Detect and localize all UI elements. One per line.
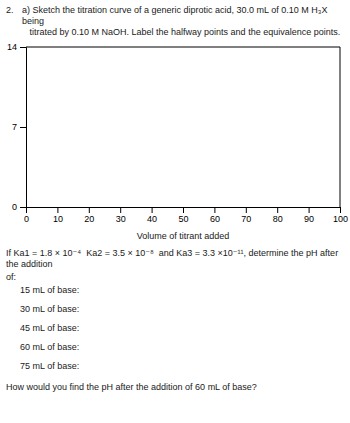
question-line: 45 mL of base: <box>20 323 79 333</box>
x-axis-tick: 90 <box>304 207 314 224</box>
y-axis: 0 7 14 <box>7 42 27 212</box>
question-line: 75 mL of base: <box>20 361 79 371</box>
x-axis-tick-mark <box>340 207 341 213</box>
x-axis-tick-label: 0 <box>24 214 29 224</box>
x-axis-tick-label: 20 <box>84 214 94 224</box>
x-axis-tick-label: 70 <box>241 214 251 224</box>
title-line: titrated by 0.10 M NaOH. Label the halfw… <box>22 27 340 37</box>
title-number: 2. <box>6 5 14 15</box>
y-axis-tick: 0 <box>12 202 26 212</box>
y-axis-tick: 14 <box>7 42 26 52</box>
x-axis-tick: 10 <box>53 207 63 224</box>
x-axis-line <box>27 208 341 214</box>
x-axis-tick-mark <box>89 207 90 213</box>
x-axis-tick-label: 40 <box>147 214 157 224</box>
x-axis-tick-mark <box>120 207 121 213</box>
y-axis-tick: 7 <box>12 122 26 132</box>
x-axis-tick-label: 30 <box>116 214 126 224</box>
x-axis-tick-label: 10 <box>53 214 63 224</box>
question: 45 mL of base: <box>20 323 79 333</box>
y-axis-line <box>20 48 27 208</box>
chart: 2. a) Sketch the titration curve of a gen… <box>0 0 350 423</box>
x-axis-tick: 20 <box>84 207 94 224</box>
question-line: 15 mL of base: <box>20 285 79 295</box>
annotation: How would you find the pH after the addi… <box>6 382 257 392</box>
x-axis-tick-mark <box>57 207 58 213</box>
annotation-line: How would you find the pH after the addi… <box>6 382 257 392</box>
x-axis-tick: 40 <box>147 207 157 224</box>
annotation-line: of: <box>6 272 16 282</box>
x-axis-tick-mark <box>277 207 278 213</box>
x-axis-tick-mark <box>309 207 310 213</box>
plot-frame <box>26 47 340 48</box>
title: a) Sketch the titration curve of a gener… <box>22 5 340 37</box>
annotation-line: If Ka1 = 1.8 × 10⁻⁴ Ka2 = 3.5 × 10⁻⁸ and… <box>6 248 338 258</box>
x-axis-tick: 30 <box>116 207 126 224</box>
x-axis-tick-label: 100 <box>333 214 348 224</box>
title-line: a) Sketch the titration curve of a gener… <box>22 5 327 15</box>
question: 15 mL of base: <box>20 285 79 295</box>
x-axis-title: Volume of titrant added <box>137 231 230 241</box>
x-axis-tick: 80 <box>273 207 283 224</box>
x-axis-tick-label: 60 <box>210 214 220 224</box>
question: 75 mL of base: <box>20 361 79 371</box>
annotation: of: <box>6 272 16 282</box>
x-axis-tick: 60 <box>210 207 220 224</box>
x-axis: 0 10 20 30 40 50 60 70 80 90 100 <box>24 207 348 224</box>
plot-frame <box>340 47 341 207</box>
y-axis-tick-label: 0 <box>12 202 17 212</box>
x-axis-tick: 100 <box>333 207 348 224</box>
x-axis-tick-mark <box>152 207 153 213</box>
x-axis-tick-mark <box>214 207 215 213</box>
x-axis-tick-mark <box>246 207 247 213</box>
question: 30 mL of base: <box>20 304 79 314</box>
x-axis-tick-mark <box>183 207 184 213</box>
annotation-line: the addition <box>6 259 53 269</box>
question-line: 30 mL of base: <box>20 304 79 314</box>
x-axis-tick: 70 <box>241 207 251 224</box>
y-axis-tick-mark <box>20 47 26 48</box>
y-axis-tick-label: 7 <box>12 122 17 132</box>
x-axis-tick: 50 <box>178 207 188 224</box>
x-axis-tick: 0 <box>24 207 29 224</box>
x-axis-tick-label: 90 <box>304 214 314 224</box>
question-line: 60 mL of base: <box>20 342 79 352</box>
y-axis-tick-mark <box>20 207 26 208</box>
y-axis-tick-label: 14 <box>7 42 17 52</box>
title-line: being <box>22 16 44 26</box>
question: 60 mL of base: <box>20 342 79 352</box>
x-axis-tick-label: 50 <box>178 214 188 224</box>
annotation: If Ka1 = 1.8 × 10⁻⁴ Ka2 = 3.5 × 10⁻⁸ and… <box>6 248 338 269</box>
y-axis-tick-mark <box>20 127 26 128</box>
title-number-line: 2. <box>6 5 14 15</box>
x-axis-tick-label: 80 <box>273 214 283 224</box>
